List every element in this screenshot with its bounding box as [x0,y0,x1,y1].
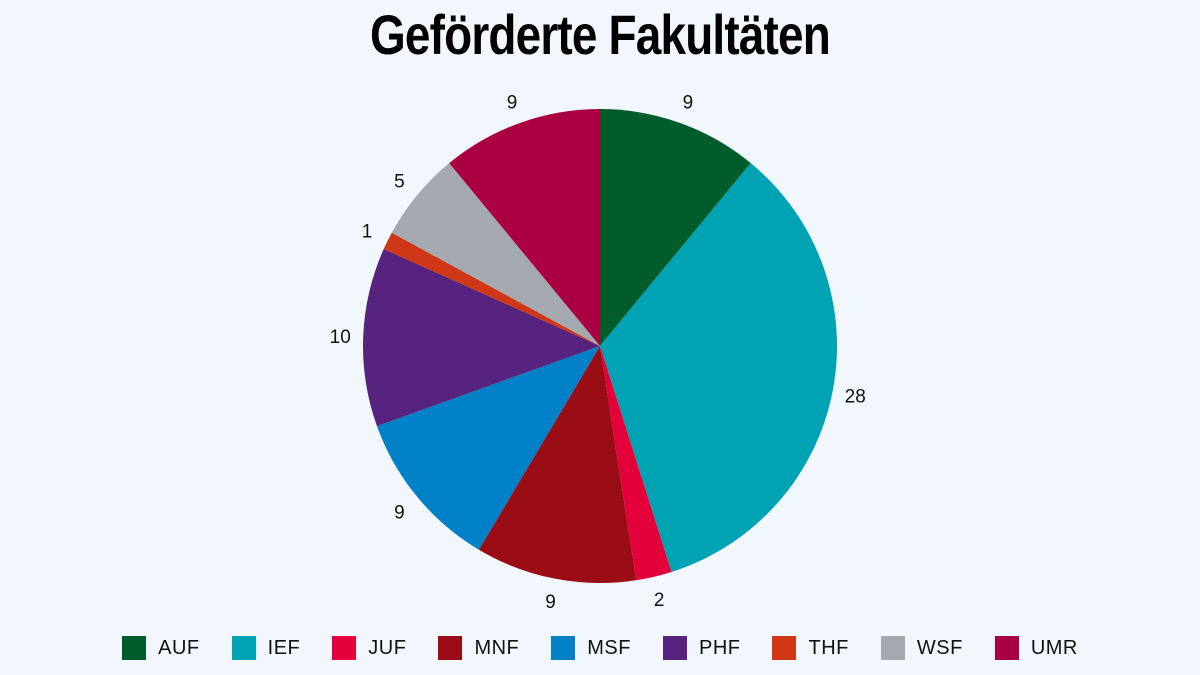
legend-swatch [122,636,147,660]
legend-label: THF [808,636,849,659]
pie-slice-ief [600,163,837,572]
chart-legend: AUF IEF JUF MNF MSF PHF THF WSF UMR [0,636,1200,660]
slice-label-umr: 9 [507,92,518,113]
slice-label-mnf: 9 [545,592,556,613]
slice-label-phf: 10 [330,327,351,348]
legend-swatch [551,636,576,660]
legend-label: MNF [474,636,520,659]
legend-item-auf: AUF [122,636,200,660]
pie-slice-wsf [391,163,600,346]
pie-slice-thf [383,232,600,346]
slice-label-wsf: 5 [394,172,405,193]
legend-swatch [231,636,256,660]
legend-label: JUF [368,636,407,659]
legend-item-thf: THF [772,636,848,660]
legend-swatch [438,636,463,660]
pie-slice-mnf [478,346,637,583]
legend-swatch [994,636,1019,660]
slice-label-msf: 9 [394,502,405,523]
legend-item-umr: UMR [994,636,1078,660]
legend-item-msf: MSF [551,636,631,660]
legend-label: AUF [158,636,200,659]
pie-slice-juf [600,346,672,581]
slice-label-auf: 9 [683,92,694,113]
slice-label-ief: 28 [845,387,866,408]
chart-title: Geförderte Fakultäten [370,3,831,66]
pie-slice-phf [363,249,600,427]
legend-label: UMR [1030,636,1078,659]
legend-label: WSF [916,636,963,659]
legend-item-phf: PHF [662,636,741,660]
legend-item-juf: JUF [332,636,406,660]
legend-item-wsf: WSF [880,636,963,660]
pie-slice-auf [600,109,751,346]
legend-item-ief: IEF [231,636,301,660]
legend-swatch [772,636,797,660]
pie-slice-umr [449,109,600,346]
legend-label: PHF [698,636,741,659]
legend-swatch [332,636,357,660]
legend-swatch [662,636,687,660]
slice-label-thf: 1 [362,222,373,243]
legend-item-mnf: MNF [438,636,519,660]
legend-swatch [880,636,905,660]
legend-label: IEF [267,636,301,659]
slice-label-juf: 2 [654,590,665,611]
pie-slice-msf [376,346,600,550]
legend-label: MSF [587,636,631,659]
